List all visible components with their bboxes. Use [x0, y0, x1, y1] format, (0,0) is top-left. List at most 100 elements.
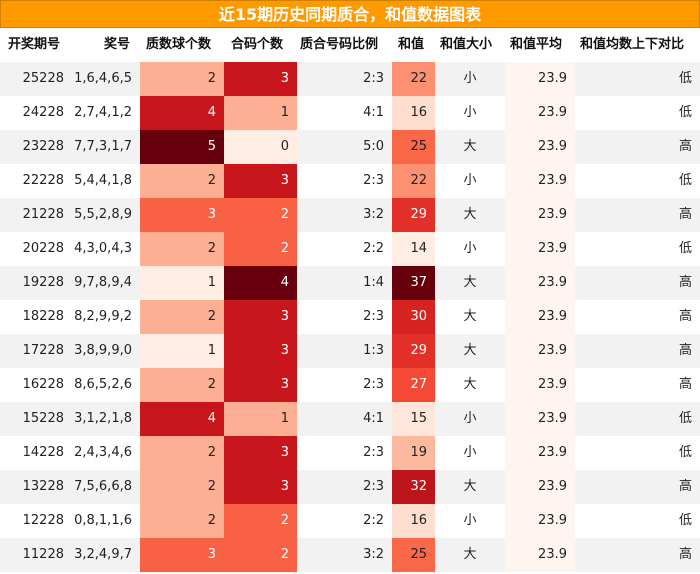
cell-issue: 20228 [22, 241, 64, 256]
cell-ratio: 4:1 [363, 411, 384, 426]
cell-avg: 23.9 [505, 504, 575, 538]
cell-composite: 1 [224, 96, 297, 130]
cell-numbers: 5,4,4,1,8 [74, 173, 132, 188]
cell-avg: 23.9 [505, 470, 575, 504]
cell-sum: 27 [392, 368, 435, 402]
cell-issue: 12228 [22, 513, 64, 528]
cell-cmp: 高 [678, 547, 692, 562]
cell-sum: 25 [392, 130, 435, 164]
cell-size: 小 [463, 173, 477, 188]
cell-cmp: 高 [678, 139, 692, 154]
cell-sum: 30 [392, 300, 435, 334]
table-row: 25228 1,6,4,6,5 2 3 2:3 22 小 23.9 低 [0, 62, 700, 96]
cell-issue: 19228 [22, 275, 64, 290]
cell-issue: 15228 [22, 411, 64, 426]
cell-composite: 3 [224, 62, 297, 96]
table-row: 16228 8,6,5,2,6 2 3 2:3 27 大 23.9 高 [0, 368, 700, 402]
cell-ratio: 2:2 [363, 513, 384, 528]
cell-numbers: 7,7,3,1,7 [74, 139, 132, 154]
cell-size: 小 [463, 71, 477, 86]
cell-avg: 23.9 [505, 368, 575, 402]
cell-issue: 24228 [22, 105, 64, 120]
cell-sum: 22 [392, 62, 435, 96]
cell-size: 小 [463, 411, 477, 426]
cell-numbers: 5,5,2,8,9 [74, 207, 132, 222]
cell-numbers: 9,7,8,9,4 [74, 275, 132, 290]
cell-issue: 21228 [22, 207, 64, 222]
cell-cmp: 高 [678, 343, 692, 358]
cell-ratio: 3:2 [363, 547, 384, 562]
cell-avg: 23.9 [505, 164, 575, 198]
cell-cmp: 高 [678, 207, 692, 222]
header-prime-count: 质数球个数 [146, 37, 212, 52]
cell-cmp: 低 [678, 445, 692, 460]
cell-issue: 23228 [22, 139, 64, 154]
cell-ratio: 1:4 [363, 275, 384, 290]
header-sum-compare: 和值均数上下对比 [580, 37, 685, 52]
cell-ratio: 5:0 [363, 139, 384, 154]
cell-prime: 3 [140, 538, 224, 572]
cell-prime: 4 [140, 402, 224, 436]
cell-prime: 2 [140, 300, 224, 334]
cell-composite: 3 [224, 470, 297, 504]
table-row: 15228 3,1,2,1,8 4 1 4:1 15 小 23.9 低 [0, 402, 700, 436]
cell-issue: 25228 [22, 71, 64, 86]
cell-issue: 13228 [22, 479, 64, 494]
cell-sum: 32 [392, 470, 435, 504]
cell-issue: 16228 [22, 377, 64, 392]
table-row: 14228 2,4,3,4,6 2 3 2:3 19 小 23.9 低 [0, 436, 700, 470]
cell-numbers: 4,3,0,4,3 [74, 241, 132, 256]
cell-ratio: 2:3 [363, 479, 384, 494]
cell-composite: 2 [224, 504, 297, 538]
cell-composite: 4 [224, 266, 297, 300]
cell-ratio: 2:3 [363, 309, 384, 324]
table-row: 13228 7,5,6,6,8 2 3 2:3 32 大 23.9 高 [0, 470, 700, 504]
cell-composite: 3 [224, 368, 297, 402]
header-sum-size: 和值大小 [440, 37, 493, 52]
cell-avg: 23.9 [505, 232, 575, 266]
table-header: 开奖期号 奖号 质数球个数 合码个数 质合号码比例 和值 和值大小 和值平均 和… [0, 28, 700, 62]
cell-size: 小 [463, 241, 477, 256]
cell-prime: 5 [140, 130, 224, 164]
cell-cmp: 高 [678, 309, 692, 324]
cell-size: 小 [463, 105, 477, 120]
cell-avg: 23.9 [505, 96, 575, 130]
cell-numbers: 2,7,4,1,2 [74, 105, 132, 120]
cell-avg: 23.9 [505, 62, 575, 96]
cell-prime: 2 [140, 164, 224, 198]
cell-cmp: 高 [678, 275, 692, 290]
cell-composite: 1 [224, 402, 297, 436]
cell-numbers: 1,6,4,6,5 [74, 71, 132, 86]
header-ratio: 质合号码比例 [300, 37, 379, 52]
cell-ratio: 2:3 [363, 377, 384, 392]
cell-composite: 2 [224, 198, 297, 232]
cell-size: 小 [463, 445, 477, 460]
cell-sum: 22 [392, 164, 435, 198]
cell-prime: 2 [140, 232, 224, 266]
cell-prime: 1 [140, 266, 224, 300]
cell-prime: 2 [140, 62, 224, 96]
cell-prime: 3 [140, 198, 224, 232]
cell-prime: 4 [140, 96, 224, 130]
cell-sum: 15 [392, 402, 435, 436]
cell-composite: 2 [224, 232, 297, 266]
cell-ratio: 2:3 [363, 173, 384, 188]
cell-numbers: 3,8,9,9,0 [74, 343, 132, 358]
cell-sum: 16 [392, 96, 435, 130]
cell-composite: 2 [224, 538, 297, 572]
cell-sum: 29 [392, 334, 435, 368]
cell-avg: 23.9 [505, 266, 575, 300]
cell-cmp: 低 [678, 513, 692, 528]
cell-composite: 3 [224, 334, 297, 368]
cell-avg: 23.9 [505, 130, 575, 164]
cell-ratio: 2:3 [363, 71, 384, 86]
cell-sum: 16 [392, 504, 435, 538]
cell-size: 大 [463, 479, 477, 494]
cell-size: 大 [463, 309, 477, 324]
table-row: 19228 9,7,8,9,4 1 4 1:4 37 大 23.9 高 [0, 266, 700, 300]
cell-cmp: 低 [678, 105, 692, 120]
cell-numbers: 3,2,4,9,7 [74, 547, 132, 562]
cell-avg: 23.9 [505, 436, 575, 470]
cell-avg: 23.9 [505, 198, 575, 232]
chart-title: 近15期历史同期质合，和值数据图表 [0, 0, 700, 28]
